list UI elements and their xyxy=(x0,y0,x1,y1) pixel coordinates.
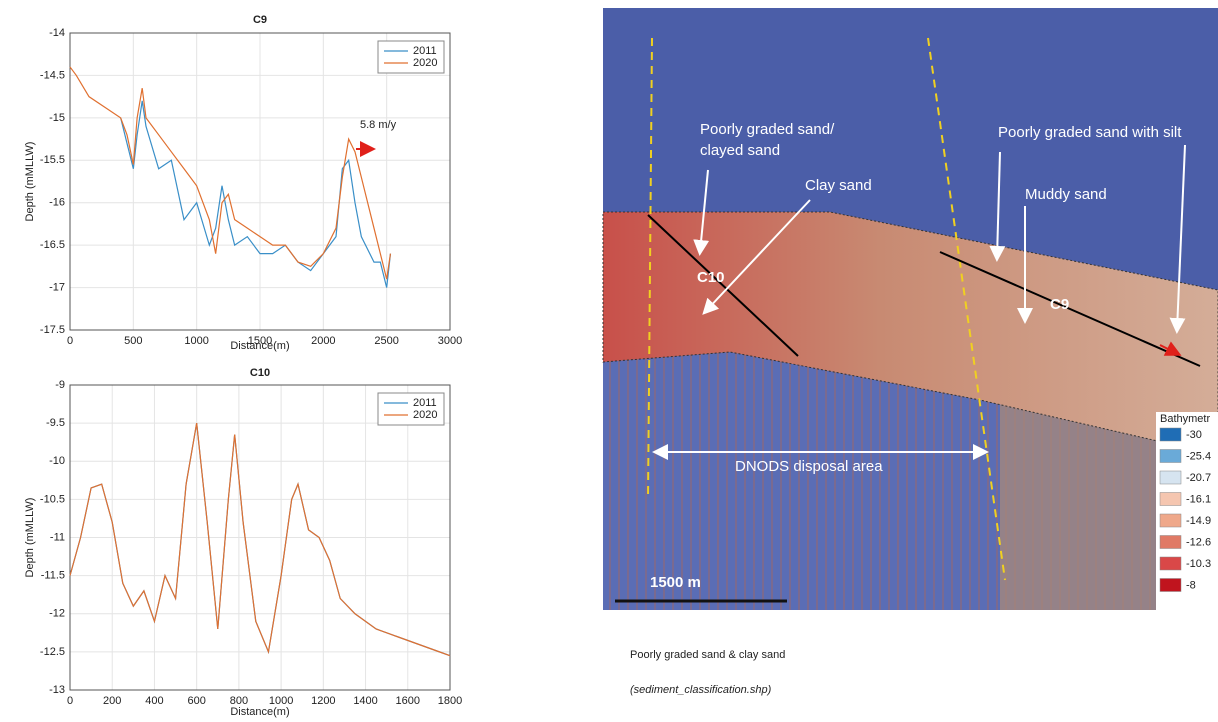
map-label: clayed sand xyxy=(700,142,780,159)
y-tick-label: -15 xyxy=(49,112,65,124)
y-tick-label: -14.5 xyxy=(40,69,65,81)
map-label: Muddy sand xyxy=(1025,186,1107,203)
legend-swatch xyxy=(1160,557,1181,570)
legend-label: 2020 xyxy=(413,409,437,421)
legend-title: Bathymetr xyxy=(1160,413,1210,425)
x-tick-label: 1000 xyxy=(184,335,208,347)
map-label: C10 xyxy=(697,269,725,286)
y-tick-label: -16.5 xyxy=(40,239,65,251)
x-tick-label: 0 xyxy=(67,335,73,347)
y-tick-label: -9 xyxy=(55,379,65,391)
x-tick-label: 600 xyxy=(187,695,205,707)
legend-label: 2020 xyxy=(413,57,437,69)
legend-swatch xyxy=(1160,493,1181,506)
legend-swatch xyxy=(1160,428,1181,441)
map xyxy=(603,8,1218,610)
annotation: 5.8 m/y xyxy=(360,119,397,131)
map-label: Poorly graded sand with silt xyxy=(998,124,1182,141)
map-label: Clay sand xyxy=(805,177,872,194)
legend-label: -30 xyxy=(1186,429,1202,441)
chart-title: C9 xyxy=(253,14,267,26)
legend-label: -10.3 xyxy=(1186,558,1211,570)
legend-label: -12.6 xyxy=(1186,536,1211,548)
x-tick-label: 1600 xyxy=(396,695,420,707)
y-tick-label: -15.5 xyxy=(40,154,65,166)
y-tick-label: -12 xyxy=(49,608,65,620)
y-tick-label: -10.5 xyxy=(40,493,65,505)
y-tick-label: -11 xyxy=(50,531,65,543)
legend-label: -16.1 xyxy=(1186,493,1211,505)
y-tick-label: -14 xyxy=(49,27,65,39)
legend-swatch xyxy=(1160,471,1181,484)
x-axis-label: Distance(m) xyxy=(230,340,289,352)
map-label: DNODS disposal area xyxy=(735,458,883,475)
legend-label: -8 xyxy=(1186,579,1196,591)
y-tick-label: -9.5 xyxy=(46,417,65,429)
x-tick-label: 3000 xyxy=(438,335,462,347)
x-tick-label: 1800 xyxy=(438,695,462,707)
y-tick-label: -17 xyxy=(49,281,65,293)
chart-title: C10 xyxy=(250,367,270,379)
legend-label: 2011 xyxy=(413,45,437,57)
slide: 050010001500200025003000-17.5-17-16.5-16… xyxy=(0,0,1218,722)
x-tick-label: 2500 xyxy=(374,335,398,347)
caption-subtitle: (sediment_classification.shp) xyxy=(630,684,772,696)
x-tick-label: 2000 xyxy=(311,335,335,347)
map-label: C9 xyxy=(1050,296,1069,313)
caption-title: Poorly graded sand & clay sand xyxy=(630,649,785,661)
legend-swatch xyxy=(1160,514,1181,527)
x-axis-label: Distance(m) xyxy=(230,706,289,718)
y-tick-label: -17.5 xyxy=(40,324,65,336)
y-tick-label: -16 xyxy=(49,197,65,209)
x-tick-label: 400 xyxy=(145,695,163,707)
map-label: 1500 m xyxy=(650,574,701,591)
x-tick-label: 1400 xyxy=(353,695,377,707)
y-axis-label: Depth (mMLLW) xyxy=(24,142,36,222)
x-tick-label: 200 xyxy=(103,695,121,707)
map-label: Poorly graded sand/ xyxy=(700,121,835,138)
legend-label: -20.7 xyxy=(1186,472,1211,484)
legend-label: 2011 xyxy=(413,397,437,409)
legend-swatch xyxy=(1160,579,1181,592)
y-tick-label: -10 xyxy=(49,455,65,467)
x-tick-label: 1200 xyxy=(311,695,335,707)
x-tick-label: 0 xyxy=(67,695,73,707)
y-tick-label: -11.5 xyxy=(41,570,65,582)
legend-label: -25.4 xyxy=(1186,450,1211,462)
legend-label: -14.9 xyxy=(1186,515,1211,527)
y-axis-label: Depth (mMLLW) xyxy=(24,498,36,578)
y-tick-label: -12.5 xyxy=(40,646,65,658)
x-tick-label: 500 xyxy=(124,335,142,347)
legend-swatch xyxy=(1160,450,1181,463)
legend-swatch xyxy=(1160,536,1181,549)
y-tick-label: -13 xyxy=(49,684,65,696)
